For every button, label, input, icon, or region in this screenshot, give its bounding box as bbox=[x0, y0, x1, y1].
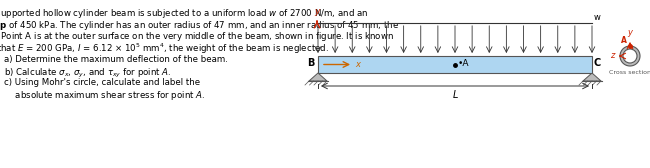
Text: length $L$ is 4 m. Point A is at the outer surface on the very middle of the bea: length $L$ is 4 m. Point A is at the out… bbox=[0, 30, 394, 43]
Text: x: x bbox=[355, 60, 360, 69]
Text: $\mathbf{inner\ pressure}\ \mathit{\mathbf{p}}$ of 450 kPa. The cylinder has an : $\mathbf{inner\ pressure}\ \mathit{\math… bbox=[0, 18, 399, 32]
Text: a) Determine the maximum deflection of the beam.: a) Determine the maximum deflection of t… bbox=[4, 55, 228, 64]
Text: A: A bbox=[621, 36, 627, 45]
Text: absolute maximum shear stress for point $A$.: absolute maximum shear stress for point … bbox=[4, 90, 205, 102]
Circle shape bbox=[620, 46, 640, 66]
Text: z: z bbox=[610, 52, 614, 60]
Text: $L$: $L$ bbox=[452, 88, 458, 100]
Text: Cross section: Cross section bbox=[609, 70, 650, 75]
Text: y: y bbox=[315, 7, 320, 16]
Polygon shape bbox=[309, 73, 327, 81]
Polygon shape bbox=[583, 73, 601, 81]
Text: A simply supported hollow cylinder beam is subjected to a uniform load $w$ of 27: A simply supported hollow cylinder beam … bbox=[0, 7, 369, 20]
Text: c) Using Mohr's circle, calculate and label the: c) Using Mohr's circle, calculate and la… bbox=[4, 78, 200, 87]
Text: C: C bbox=[594, 58, 601, 69]
Text: b) Calculate $\sigma_x$, $\sigma_y$, and $\tau_{xy}$ for point $A$.: b) Calculate $\sigma_x$, $\sigma_y$, and… bbox=[4, 67, 172, 80]
Text: w: w bbox=[594, 13, 601, 22]
Text: y: y bbox=[627, 28, 632, 37]
Text: •A: •A bbox=[458, 59, 469, 68]
Text: B: B bbox=[307, 58, 315, 69]
Text: that $E$ = 200 GPa, $I$ = 6.12 $\times$ 10$^5$ mm$^4$, the weight of the beam is: that $E$ = 200 GPa, $I$ = 6.12 $\times$ … bbox=[0, 41, 328, 56]
Bar bbox=[318, 56, 592, 73]
Circle shape bbox=[623, 49, 637, 63]
